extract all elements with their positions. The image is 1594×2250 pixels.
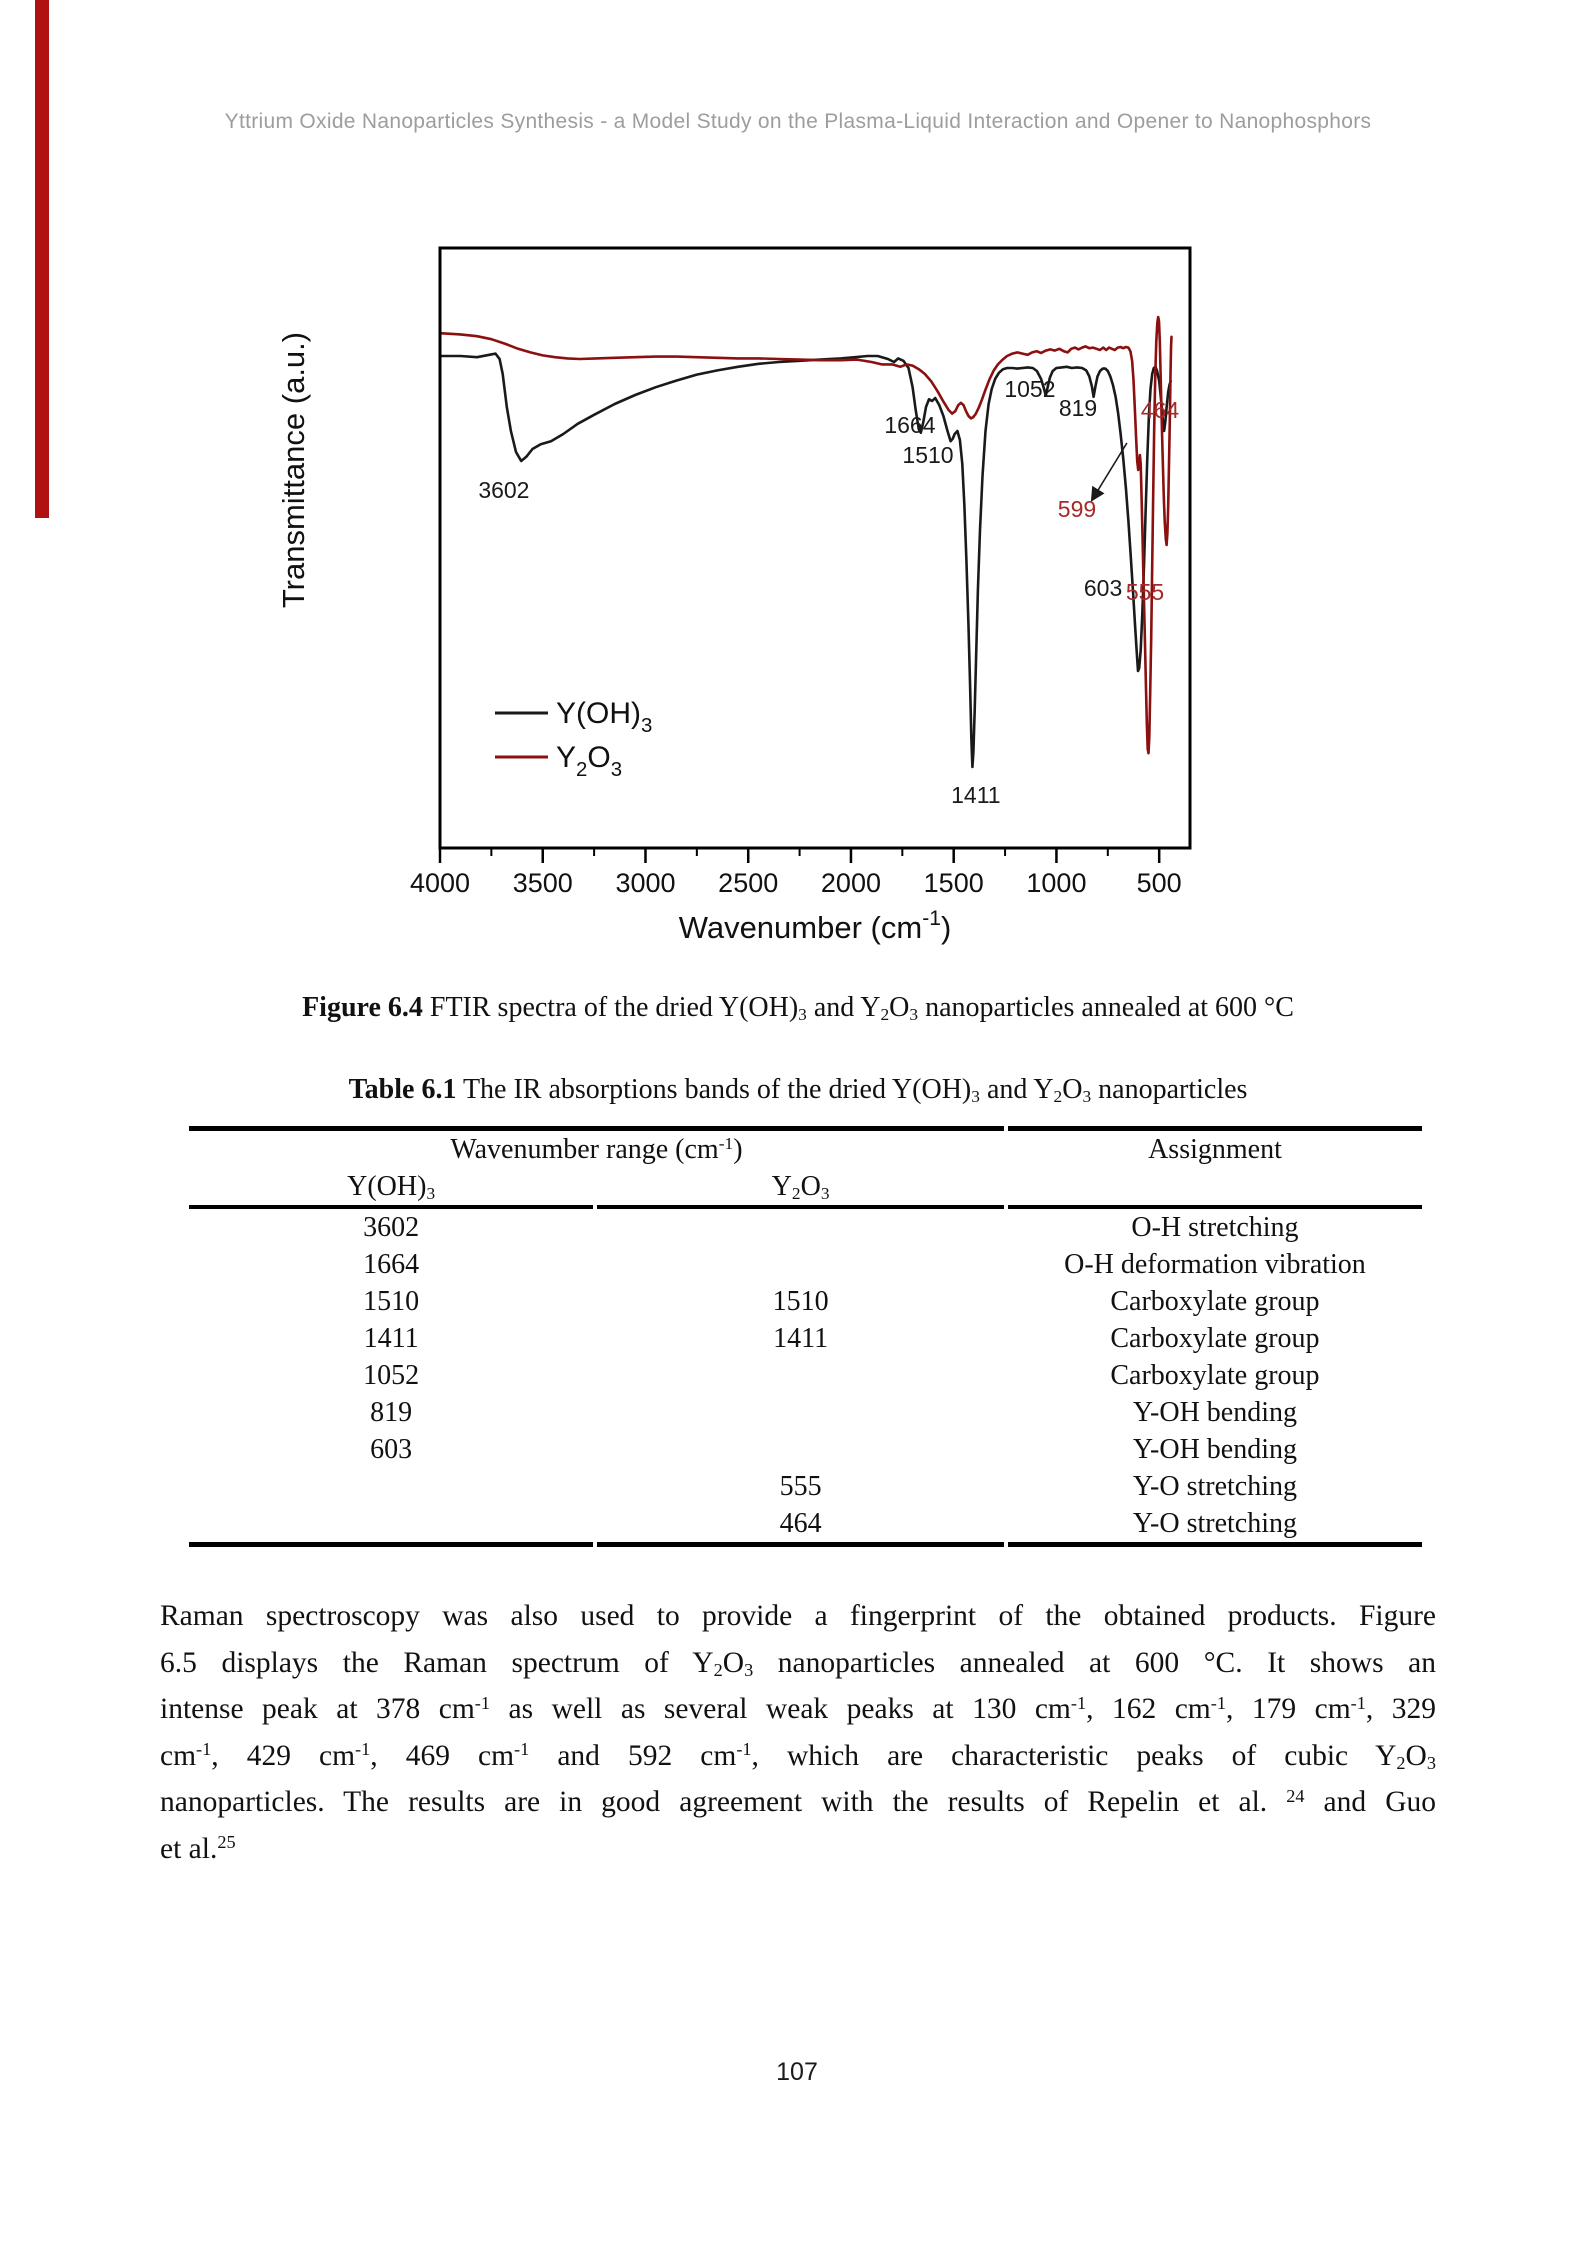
col-header-assignment: Assignment bbox=[1007, 1126, 1422, 1209]
table-cell: 1411 bbox=[363, 1323, 419, 1354]
x-tick-label: 4000 bbox=[410, 868, 470, 898]
table-cell: Y-O stretching bbox=[1132, 1471, 1297, 1502]
y-axis-title: Transmittance (a.u.) bbox=[280, 332, 311, 608]
x-tick-label: 1000 bbox=[1026, 868, 1086, 898]
table-cell bbox=[597, 1357, 1004, 1394]
table-cell: 1052 bbox=[363, 1360, 420, 1391]
x-tick-label: 3500 bbox=[513, 868, 573, 898]
peak-annotation: 819 bbox=[1059, 395, 1097, 421]
table-cell: 819 bbox=[370, 1397, 413, 1428]
table-row: 1052 Carboxylate group bbox=[189, 1357, 1422, 1394]
peak-annotation: 464 bbox=[1141, 397, 1180, 423]
ftir-chart: 4000 3500 3000 2500 2000 1500 1000 500 Wavenumbe… bbox=[276, 246, 1192, 945]
table-cell: Y-OH bending bbox=[1132, 1434, 1298, 1465]
peak-annotation: 1411 bbox=[951, 782, 1000, 808]
paragraph-line: Raman spectroscopy was also used to prov… bbox=[160, 1600, 1436, 1632]
table-row: 603 Y-OH bending bbox=[189, 1431, 1422, 1468]
figure-caption: Figure 6.4 FTIR spectra of the dried Y(O… bbox=[302, 992, 1294, 1024]
x-tick-label: 2000 bbox=[821, 868, 881, 898]
table-cell bbox=[597, 1209, 1004, 1246]
ir-bands-table: Wavenumber range (cm-1) Assignment Y(OH)… bbox=[185, 1126, 1426, 1547]
peak-annotation: 1510 bbox=[902, 442, 953, 468]
paragraph-line: intense peak at 378 cm-1 as well as seve… bbox=[160, 1692, 1437, 1725]
table-group-header-row: Wavenumber range (cm-1) Assignment bbox=[189, 1126, 1422, 1209]
series-line bbox=[438, 352, 1173, 769]
body-paragraph: Raman spectroscopy was also used to prov… bbox=[160, 1593, 1436, 1872]
table-row: 1411 1411 Carboxylate group bbox=[189, 1320, 1422, 1357]
x-tick-label: 2500 bbox=[718, 868, 778, 898]
table-cell: Carboxylate group bbox=[1110, 1360, 1320, 1391]
table-cell: O-H deformation vibration bbox=[1064, 1249, 1366, 1280]
legend-label: Y(OH)3 bbox=[556, 697, 652, 737]
table-cell: 555 bbox=[779, 1471, 822, 1502]
table-cell bbox=[597, 1394, 1004, 1431]
table-subheader-row: Y(OH)3 Y2O3 bbox=[189, 1168, 1422, 1209]
table-row: 464 Y-O stretching bbox=[189, 1505, 1422, 1547]
x-axis-title: Wavenumber (cm-1) bbox=[679, 907, 952, 945]
table-cell: Y-OH bending bbox=[1132, 1397, 1298, 1428]
x-tick-label: 1500 bbox=[924, 868, 984, 898]
peak-annotation: 599 bbox=[1058, 496, 1096, 522]
peak-annotation: 1664 bbox=[884, 412, 935, 438]
peak-annotation: 603 bbox=[1084, 575, 1122, 601]
peak-annotation: 3602 bbox=[478, 477, 529, 503]
table-cell: 603 bbox=[370, 1434, 413, 1465]
table-cell: 3602 bbox=[363, 1212, 420, 1243]
annotation-arrow bbox=[1090, 442, 1128, 502]
page-number: 107 bbox=[776, 2058, 818, 2086]
table-cell: 1411 bbox=[773, 1323, 829, 1354]
paragraph-line: cm-1, 429 cm-1, 469 cm-1 and 592 cm-1, w… bbox=[160, 1739, 1436, 1773]
table-row: 3602 O-H stretching bbox=[189, 1209, 1422, 1246]
col-header-yoh3: Y(OH)3 bbox=[189, 1168, 594, 1209]
x-tick-label: 500 bbox=[1137, 868, 1182, 898]
col-header-y2o3: Y2O3 bbox=[597, 1168, 1004, 1209]
table-cell bbox=[189, 1505, 594, 1547]
table-cell: 1510 bbox=[772, 1286, 829, 1317]
peak-annotation: 555 bbox=[1126, 579, 1164, 605]
table-cell: O-H stretching bbox=[1131, 1212, 1299, 1243]
table-cell bbox=[597, 1246, 1004, 1283]
table-cell: Carboxylate group bbox=[1110, 1323, 1320, 1354]
table-cell: Y-O stretching bbox=[1007, 1505, 1422, 1547]
table-title: Table 6.1 The IR absorptions bands of th… bbox=[348, 1074, 1248, 1106]
group-header-wavenumber-range: Wavenumber range (cm-1) bbox=[189, 1126, 1004, 1168]
paragraph-line: et al.25 bbox=[160, 1832, 236, 1865]
table-cell bbox=[597, 1431, 1004, 1468]
peak-annotation: 1052 bbox=[1004, 376, 1055, 402]
paragraph-line: 6.5 displays the Raman spectrum of Y2O3 … bbox=[160, 1646, 1436, 1680]
table-cell: Carboxylate group bbox=[1110, 1286, 1320, 1317]
x-tick-label: 3000 bbox=[615, 868, 675, 898]
table-cell: 1664 bbox=[363, 1249, 420, 1280]
table-row: 1664 O-H deformation vibration bbox=[189, 1246, 1422, 1283]
figure-6-4: 4000 3500 3000 2500 2000 1500 1000 500 Wavenumbe… bbox=[276, 230, 1230, 975]
table-row: 1510 1510 Carboxylate group bbox=[189, 1283, 1422, 1320]
paragraph-line: nanoparticles. The results are in good a… bbox=[160, 1785, 1437, 1818]
plot-border bbox=[438, 246, 1192, 850]
table-cell bbox=[189, 1468, 593, 1505]
running-header: Yttrium Oxide Nanoparticles Synthesis - … bbox=[224, 110, 1372, 133]
red-margin-bar bbox=[35, 0, 49, 518]
table-row: 819 Y-OH bending bbox=[189, 1394, 1422, 1431]
table-cell: 464 bbox=[597, 1505, 1004, 1547]
table-row: 555 Y-O stretching bbox=[189, 1468, 1422, 1505]
legend-label: Y2O3 bbox=[556, 741, 622, 781]
table-cell: 1510 bbox=[363, 1286, 420, 1317]
series-line bbox=[438, 315, 1173, 755]
